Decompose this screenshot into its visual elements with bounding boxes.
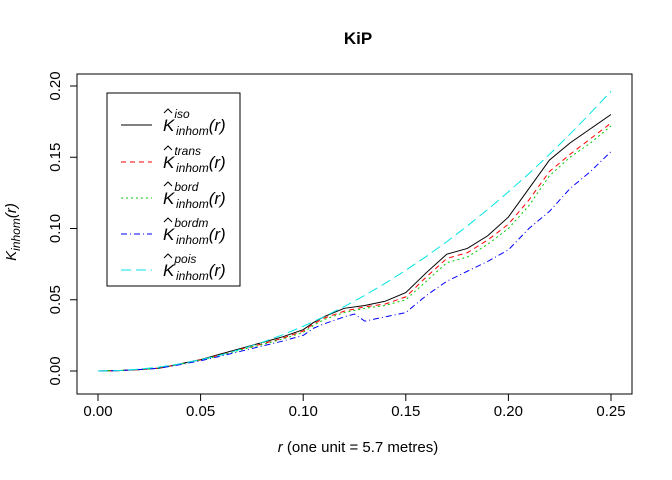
legend-hat-trans — [163, 145, 173, 151]
series-line-trans — [97, 122, 612, 372]
x-tick-label: 0.20 — [494, 403, 523, 420]
x-tick-label: 0.15 — [391, 403, 420, 420]
legend-label-trans: Ktrans inhom(r) — [163, 144, 226, 175]
x-axis: 0.00 0.05 0.10 0.15 0.20 0.25 — [83, 393, 626, 420]
x-tick-label: 0.10 — [289, 403, 318, 420]
legend-label-bord: Kbord inhom(r) — [163, 180, 226, 211]
series-line-pois — [97, 90, 612, 372]
legend-hat-bordm — [163, 217, 173, 223]
x-tick-label: 0.00 — [83, 403, 112, 420]
chart-title: KiP — [344, 29, 372, 48]
legend-hat-bord — [163, 181, 173, 187]
legend: Kiso inhom(r) Ktrans inhom(r) Kbord inhom(r) K… — [106, 92, 241, 287]
y-tick-label: 0.20 — [47, 71, 64, 100]
series-line-bord — [97, 125, 612, 372]
legend-label-iso: Kiso inhom(r) — [163, 107, 226, 138]
legend-label-pois: Kpois inhom(r) — [163, 252, 226, 283]
legend-label-bordm: Kbordm inhom(r) — [163, 216, 226, 247]
y-tick-label: 0.15 — [47, 143, 64, 172]
legend-hat-iso — [163, 108, 173, 114]
series-line-bordm — [97, 151, 612, 372]
y-tick-label: 0.05 — [47, 285, 64, 314]
y-axis-label: Kinhom(r) — [3, 203, 23, 261]
y-axis: 0.00 0.05 0.10 0.15 0.20 — [47, 71, 78, 386]
series-line-iso — [97, 114, 612, 372]
x-tick-label: 0.05 — [186, 403, 215, 420]
series-layer — [97, 90, 612, 372]
x-axis-label: r (one unit = 5.7 metres) — [278, 439, 439, 456]
y-tick-label: 0.00 — [47, 356, 64, 385]
x-tick-label: 0.25 — [596, 403, 625, 420]
legend-hat-pois — [163, 253, 173, 259]
y-tick-label: 0.10 — [47, 214, 64, 243]
